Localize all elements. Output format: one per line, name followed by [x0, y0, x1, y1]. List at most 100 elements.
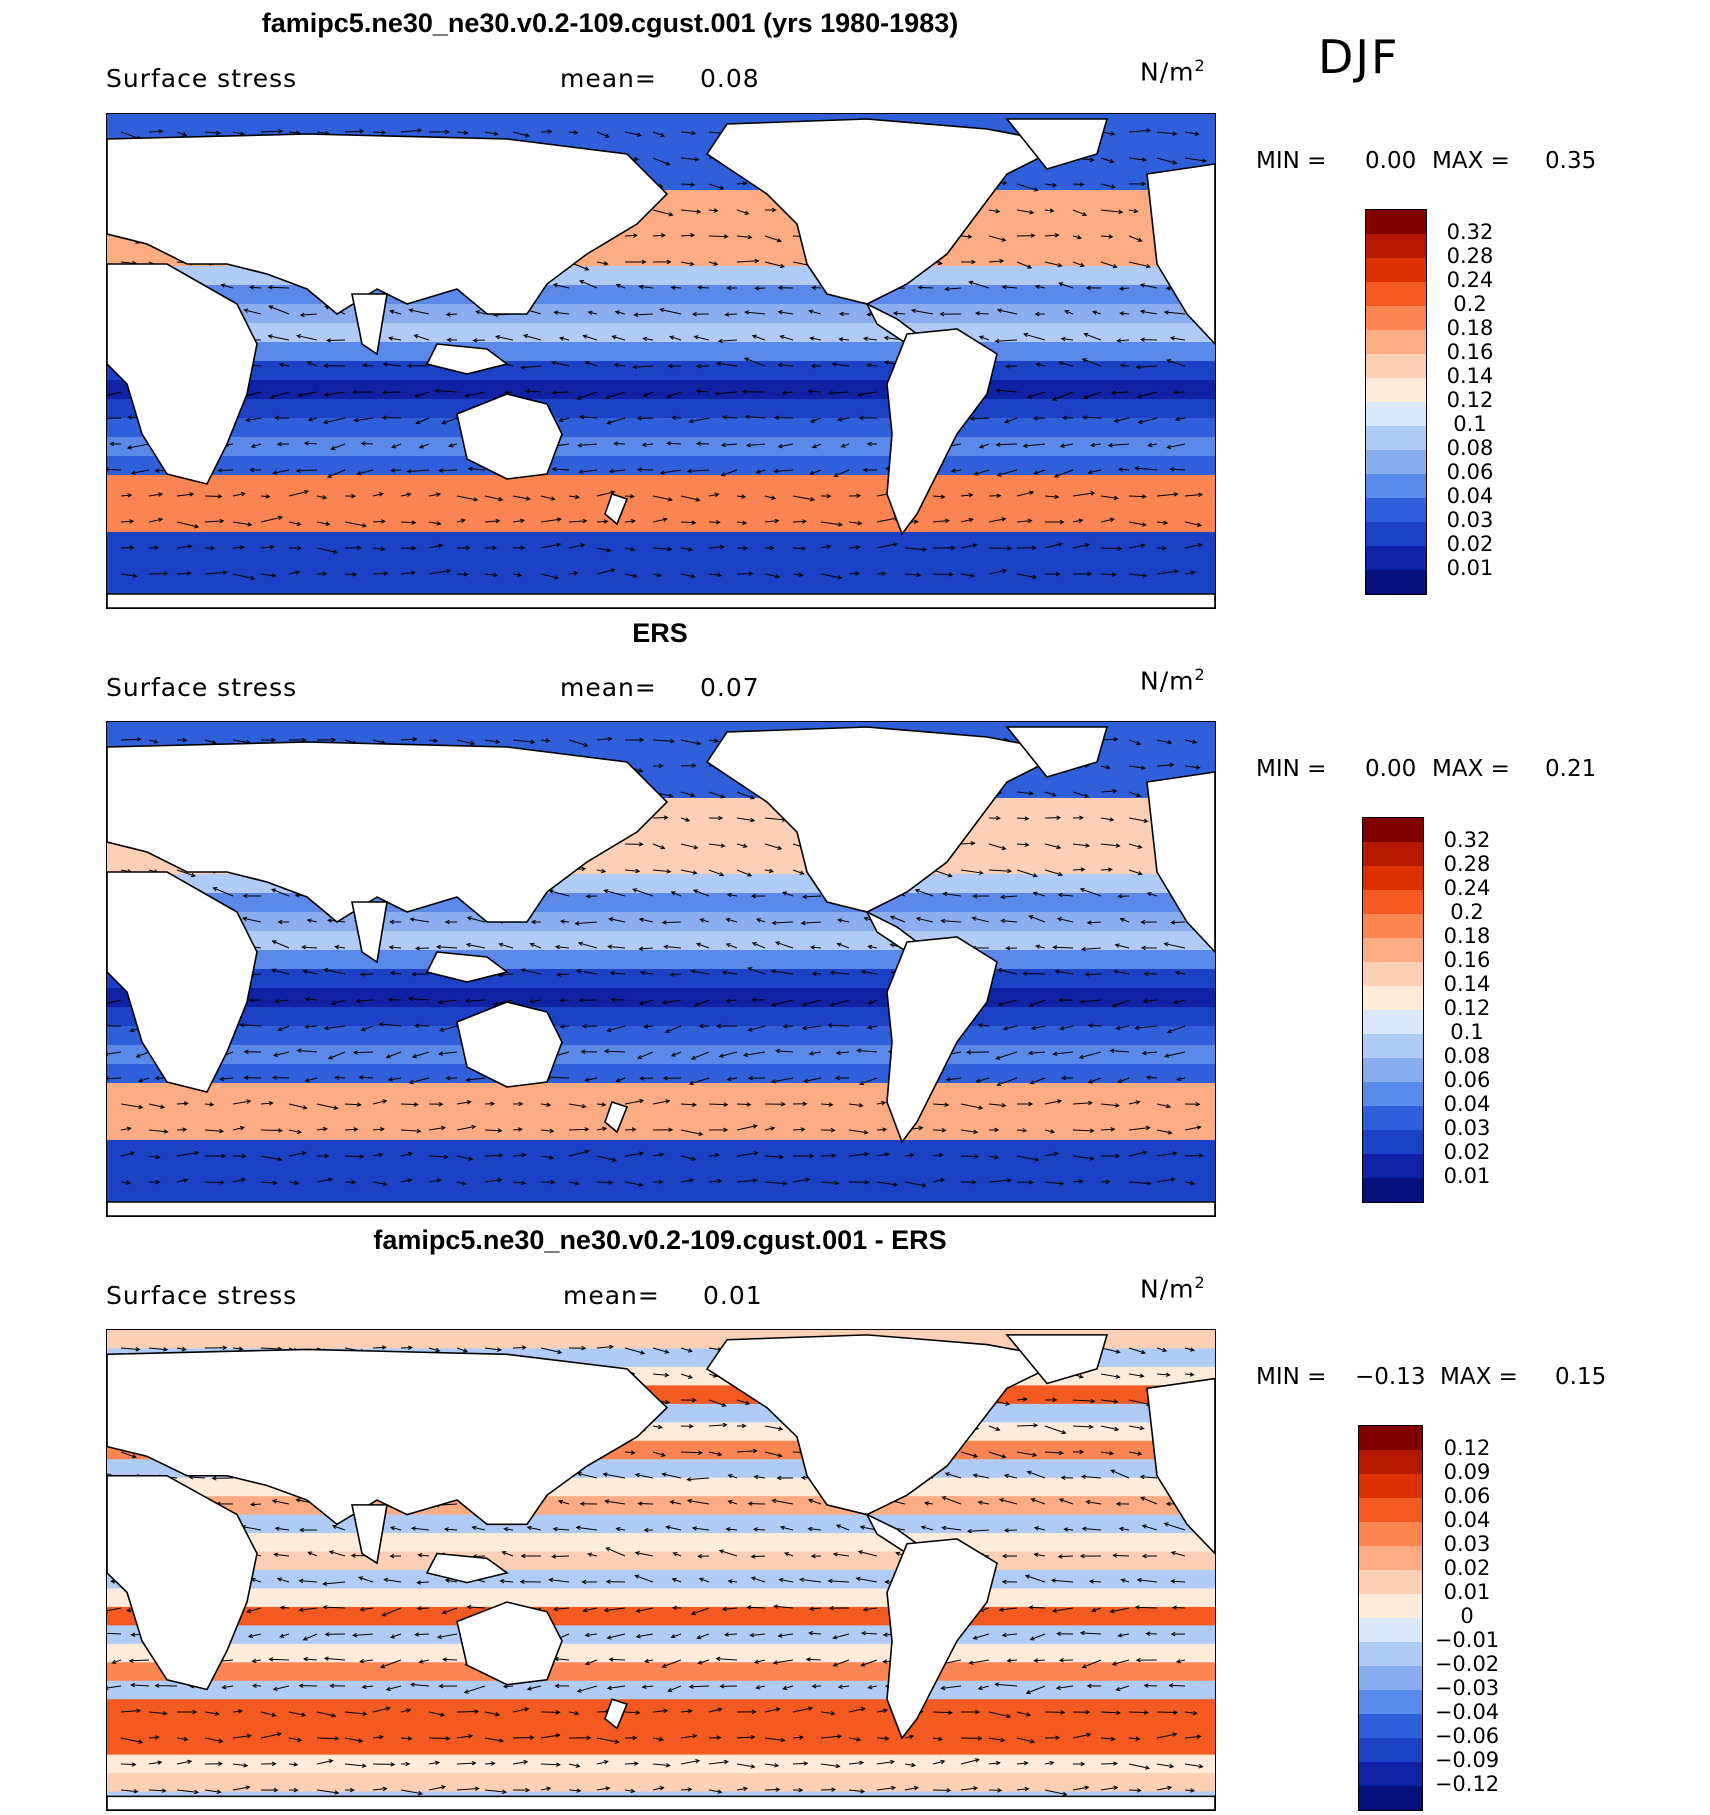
- stress-vector: [680, 1788, 692, 1791]
- vector-head: [720, 794, 726, 799]
- vector-head: [615, 1078, 621, 1083]
- vector-head: [1059, 1181, 1065, 1186]
- continent: [107, 1348, 669, 1526]
- stress-vector: [708, 573, 722, 577]
- vector-head: [1170, 920, 1176, 925]
- stress-vector: [344, 130, 364, 133]
- vector-head: [860, 969, 866, 975]
- vector-head: [1005, 945, 1011, 951]
- vector-head: [216, 1789, 222, 1795]
- stress-vector: [792, 1707, 813, 1713]
- stress-vector: [577, 391, 598, 400]
- vector-head: [1137, 419, 1143, 425]
- vector-head: [130, 1151, 136, 1156]
- vector-head: [659, 1152, 665, 1158]
- vector-head: [222, 570, 228, 575]
- stress-vector: [999, 1498, 1018, 1505]
- stress-vector: [1146, 1076, 1158, 1079]
- stress-vector: [466, 1077, 486, 1081]
- vector-head: [801, 546, 807, 551]
- colorbar-swatch: [1363, 1082, 1423, 1107]
- vector-head: [995, 815, 1001, 821]
- stress-vector: [308, 1551, 318, 1557]
- vector-head: [1004, 364, 1010, 369]
- stress-vector: [1029, 1606, 1046, 1609]
- vector-head: [860, 1630, 866, 1636]
- stress-vector: [389, 946, 402, 949]
- vector-head: [135, 1053, 141, 1058]
- stress-vector: [1128, 157, 1147, 161]
- stress-vector: [1034, 1553, 1046, 1557]
- vector-head: [1058, 871, 1064, 877]
- stress-vector: [639, 285, 654, 289]
- vector-head: [770, 969, 776, 974]
- stress-vector: [1072, 544, 1089, 549]
- continent: [886, 1538, 998, 1740]
- stress-vector: [988, 209, 1000, 213]
- vector-head: [639, 737, 645, 743]
- vector-head: [474, 1709, 480, 1714]
- vector-head: [826, 493, 832, 499]
- vector-head: [245, 417, 251, 423]
- stress-vector: [680, 1103, 696, 1106]
- stress-vector: [344, 1737, 363, 1742]
- vector-head: [747, 1075, 753, 1081]
- stress-vector: [1184, 765, 1200, 769]
- stress-vector: [372, 131, 386, 134]
- stress-vector: [568, 495, 579, 498]
- stress-vector: [752, 335, 766, 341]
- stress-vector: [624, 573, 637, 577]
- vector-head: [162, 1711, 168, 1716]
- stress-vector: [502, 1551, 514, 1557]
- vector-head: [999, 258, 1005, 264]
- vector-head: [809, 497, 816, 502]
- vector-head: [1167, 1785, 1173, 1791]
- vector-head: [587, 1552, 593, 1557]
- stress-vector: [750, 1633, 766, 1636]
- vector-head: [723, 1759, 730, 1765]
- vector-head: [913, 519, 919, 524]
- colorbar-tick-label: 0.06: [1443, 1068, 1491, 1092]
- stress-vector: [736, 791, 755, 799]
- vector-head: [994, 1127, 1000, 1133]
- stress-vector: [271, 969, 290, 975]
- stress-vector: [1119, 287, 1130, 290]
- vector-head: [304, 1024, 310, 1029]
- vector-head: [182, 1127, 188, 1132]
- colorbar-swatch: [1363, 1154, 1423, 1179]
- vector-head: [1079, 815, 1085, 821]
- stress-vector: [691, 1607, 710, 1615]
- colorbar-swatch: [1359, 1618, 1422, 1643]
- vector-head: [614, 310, 620, 315]
- stress-vector: [204, 1181, 224, 1184]
- vector-head: [663, 944, 669, 950]
- vector-head: [1167, 1130, 1173, 1135]
- vector-head: [130, 1682, 136, 1688]
- vector-head: [330, 1000, 336, 1006]
- vector-head: [996, 308, 1002, 313]
- stress-vector: [527, 1526, 542, 1531]
- vector-head: [582, 1608, 588, 1613]
- vector-head: [158, 129, 164, 134]
- stress-vector: [344, 1711, 367, 1715]
- stress-vector: [523, 334, 542, 341]
- stress-vector: [864, 337, 878, 341]
- stress-vector: [624, 869, 640, 872]
- vector-head: [831, 1787, 837, 1792]
- stress-vector: [1128, 1151, 1147, 1157]
- stress-vector: [1156, 157, 1177, 164]
- vector-head: [463, 572, 469, 577]
- stress-vector: [836, 1051, 850, 1054]
- vector-head: [615, 283, 621, 289]
- stress-vector: [1147, 892, 1158, 897]
- stress-vector: [329, 1550, 346, 1557]
- stress-vector: [372, 547, 385, 550]
- vector-head: [583, 742, 589, 747]
- vector-head: [726, 285, 732, 291]
- stress-vector: [1016, 1451, 1037, 1456]
- vector-head: [1139, 1474, 1145, 1480]
- stress-vector: [932, 1711, 952, 1714]
- vector-head: [1110, 1127, 1116, 1132]
- stress-vector: [643, 337, 654, 341]
- stress-vector: [585, 1077, 598, 1081]
